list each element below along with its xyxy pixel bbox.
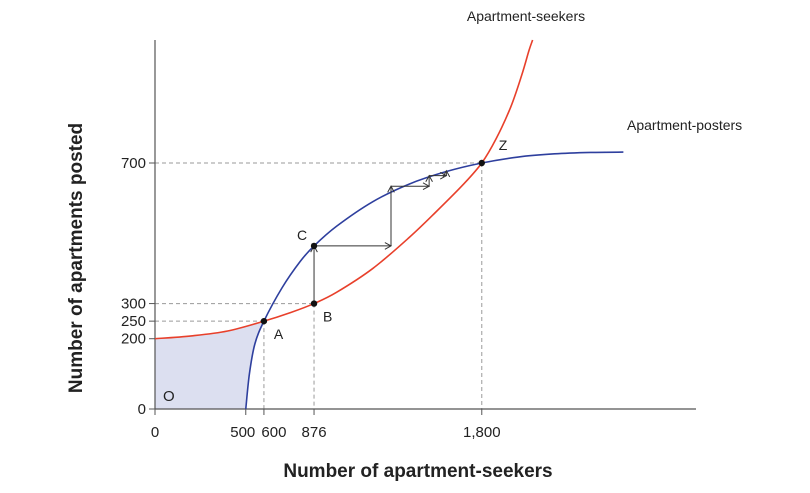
- point-a: [260, 317, 268, 325]
- point-label-b: B: [323, 309, 332, 325]
- point-z: [478, 159, 485, 167]
- x-tick-label-1: 500: [230, 424, 255, 441]
- point-label-a: A: [274, 326, 284, 342]
- arrow-0: [310, 244, 318, 304]
- arrow-6: [442, 169, 451, 178]
- x-tick-label-4: 1,800: [463, 424, 501, 441]
- y-tick-label-0: 0: [138, 401, 146, 418]
- region-o-shading: [155, 321, 264, 409]
- y-tick-label-3: 300: [121, 296, 146, 313]
- y-tick-label-1: 200: [121, 331, 146, 348]
- apartment-seekers-label: Apartment-seekers: [467, 8, 585, 24]
- x-tick-label-0: 0: [151, 424, 159, 441]
- adjustment-arrows: [310, 169, 451, 304]
- guide-lines: [155, 162, 483, 409]
- region-label-o: O: [163, 388, 175, 405]
- curve-labels: Apartment-seekers Apartment-posters: [467, 8, 742, 133]
- x-tick-label-2: 600: [261, 424, 286, 441]
- x-axis-title: Number of apartment-seekers: [283, 461, 552, 482]
- x-tick-label-3: 876: [302, 424, 327, 441]
- apartment-posters-curve: [244, 151, 624, 410]
- point-b: [310, 300, 318, 307]
- y-tick-label-4: 700: [121, 155, 146, 172]
- x-ticks: 0 500 600 876 1,800: [151, 409, 501, 441]
- apartment-posters-label: Apartment-posters: [627, 117, 742, 133]
- point-label-z: Z: [499, 137, 508, 153]
- point-label-c: C: [297, 227, 307, 243]
- arrow-1: [314, 242, 393, 250]
- y-axis-title: Number of apartments posted: [66, 123, 87, 393]
- points: A B C Z: [260, 137, 508, 342]
- apartment-seekers-curve: [154, 39, 534, 340]
- arrow-2: [387, 185, 395, 246]
- curves: [154, 39, 624, 410]
- point-c: [310, 242, 318, 250]
- y-tick-label-2: 250: [121, 313, 146, 330]
- arrow-head-6: [442, 169, 451, 178]
